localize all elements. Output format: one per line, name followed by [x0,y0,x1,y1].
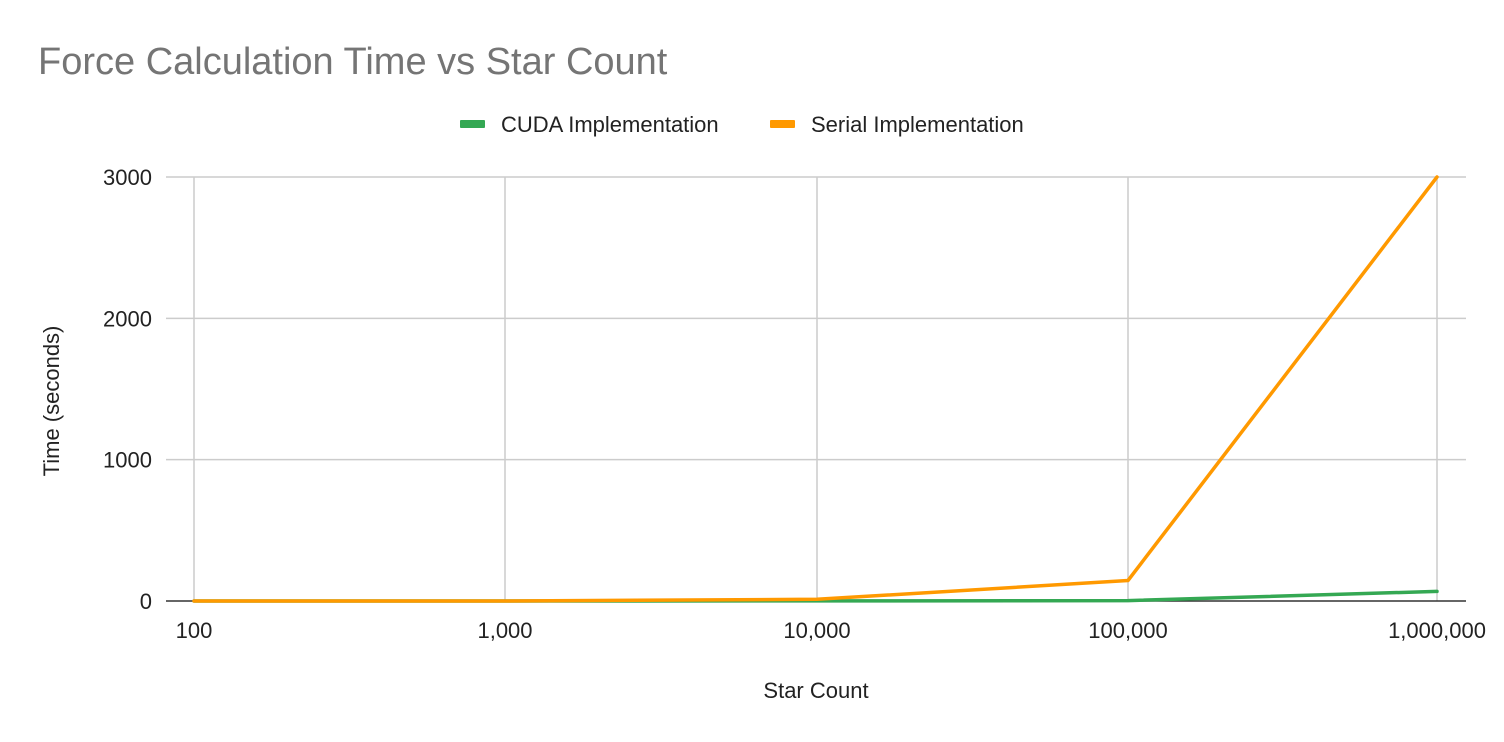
chart-title: Force Calculation Time vs Star Count [38,41,668,83]
x-tick-label: 100,000 [1088,618,1168,643]
y-tick-label: 0 [140,589,152,614]
x-axis: 100 1,000 10,000 100,000 1,000,000 [176,618,1486,643]
grid [166,176,1466,602]
x-tick-label: 100 [176,618,213,643]
legend-item-serial-implementation: Serial Implementation [770,112,1024,137]
x-tick-label: 1,000,000 [1388,618,1486,643]
legend-label: CUDA Implementation [501,112,719,137]
x-tick-label: 10,000 [783,618,850,643]
series-line-serial-implementation [192,175,1439,603]
y-tick-label: 3000 [103,165,152,190]
series-layer [192,175,1439,603]
y-axis: 0 1000 2000 3000 [103,165,152,614]
legend-swatch [460,120,485,128]
legend-swatch [770,120,795,128]
y-axis-title: Time (seconds) [39,326,64,477]
legend: CUDA Implementation Serial Implementation [460,112,1024,137]
y-tick-label: 2000 [103,306,152,331]
x-axis-title: Star Count [763,678,868,703]
legend-label: Serial Implementation [811,112,1024,137]
legend-item-cuda-implementation: CUDA Implementation [460,112,719,137]
x-tick-label: 1,000 [477,618,532,643]
y-tick-label: 1000 [103,448,152,473]
